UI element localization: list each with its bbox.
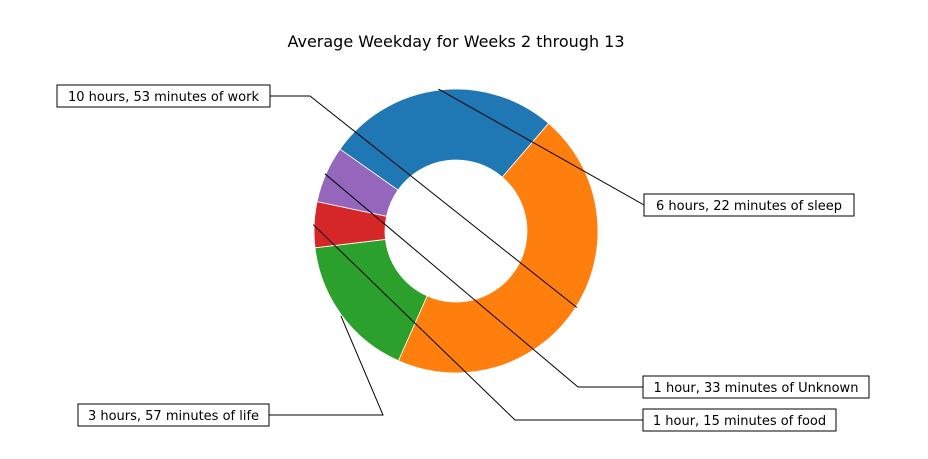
slice-sleep (339, 88, 550, 191)
data-label-food: 1 hour, 15 minutes of food (653, 414, 826, 429)
slice-work (397, 122, 599, 374)
slice-unknown (316, 148, 399, 217)
data-label-sleep: 6 hours, 22 minutes of sleep (656, 199, 842, 214)
label-box-work (56, 84, 271, 108)
leader-line-work (270, 95, 578, 308)
label-box-sleep (643, 193, 855, 217)
data-label-life: 3 hours, 57 minutes of life (88, 409, 259, 424)
leader-line-unknown (324, 173, 643, 388)
data-label-work: 10 hours, 53 minutes of work (68, 90, 260, 105)
label-box-food (642, 408, 837, 432)
slices-group (313, 88, 599, 374)
label-box-unknown (642, 375, 870, 399)
annotations-group: 6 hours, 22 minutes of sleep 10 hours, 53… (56, 84, 870, 432)
chart-title: Average Weekday for Weeks 2 through 13 (287, 32, 624, 51)
leader-line-sleep (438, 88, 645, 206)
data-label-unknown: 1 hour, 33 minutes of Unknown (654, 381, 859, 396)
leader-line-food (312, 224, 643, 421)
label-box-life (77, 403, 270, 427)
leader-line-life (269, 315, 384, 416)
